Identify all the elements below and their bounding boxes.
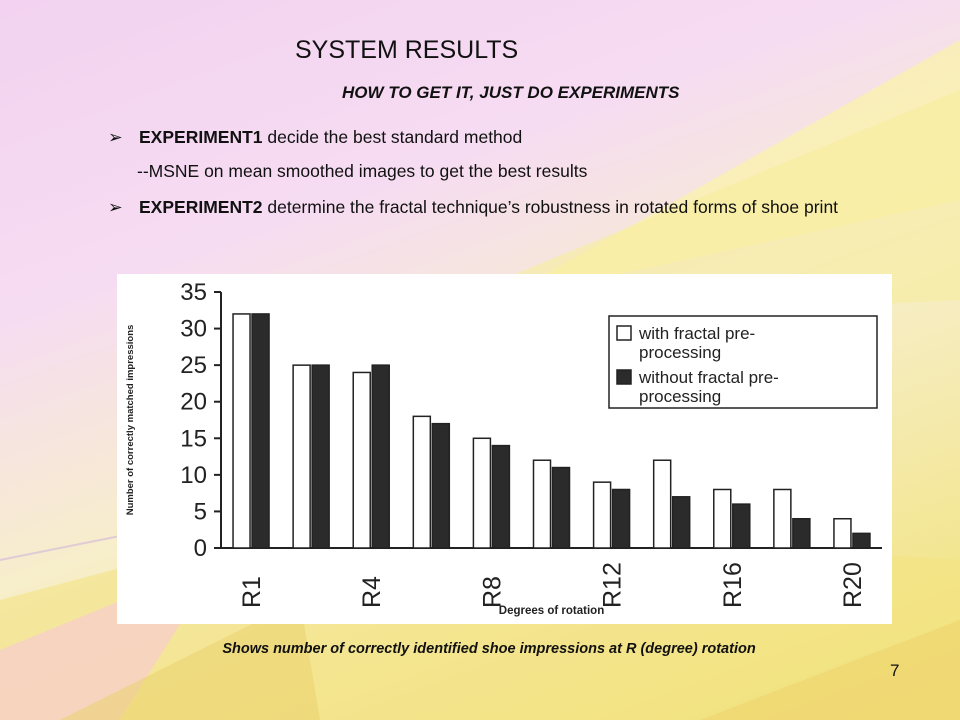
bar-without-fractal	[792, 517, 811, 549]
bar-chart: 0 5 10 15 20 25 30 35 Number of correctly matche…	[125, 279, 882, 617]
bar-with-fractal	[532, 459, 552, 549]
legend-swatch-with-fractal	[616, 325, 632, 341]
bar-with-fractal	[292, 364, 311, 549]
x-tick-label: R20	[839, 562, 867, 608]
y-tick-label: 25	[180, 352, 207, 379]
bullet-sub-line: --MSNE on mean smoothed images to get th…	[137, 161, 588, 181]
bar-without-fractal	[551, 466, 571, 549]
y-tick-label: 30	[180, 316, 207, 343]
bar-with-fractal	[652, 459, 672, 549]
chart-caption: Shows number of correctly identified sho…	[0, 641, 960, 657]
x-tick-label: R8	[478, 576, 506, 608]
legend-label: processing	[639, 343, 721, 362]
bar-without-fractal	[431, 422, 451, 549]
x-tick-label: R4	[358, 576, 386, 608]
y-tick-label: 0	[194, 535, 207, 562]
x-tick-label: R1	[238, 576, 266, 608]
y-tick-label: 35	[180, 279, 207, 306]
arrow-bullet-icon: ➢	[108, 197, 123, 217]
bar-without-fractal	[311, 364, 330, 549]
legend-swatch-without-fractal	[616, 369, 632, 385]
bar-without-fractal	[251, 313, 270, 549]
legend-box	[608, 315, 878, 409]
legend-label: with fractal pre-	[638, 324, 755, 343]
legend-label: without fractal pre-	[638, 368, 779, 387]
page-number: 7	[890, 661, 900, 680]
caption-text: Shows number of correctly identified sho…	[222, 641, 756, 657]
bar-without-fractal	[732, 503, 751, 549]
bullet-label: EXPERIMENT2	[139, 197, 263, 217]
bar-with-fractal	[773, 488, 792, 549]
bar-with-fractal	[472, 437, 492, 549]
bar-without-fractal	[852, 532, 871, 549]
bullet-text: EXPERIMENT1 decide the best standard met…	[139, 126, 522, 148]
bullet-body: decide the best standard method	[262, 127, 523, 147]
bar-with-fractal	[713, 488, 732, 549]
bar-with-fractal	[833, 517, 852, 549]
bar-with-fractal	[592, 481, 612, 549]
y-axis-title: Number of correctly matched impressions	[125, 325, 136, 516]
arrow-bullet-icon: ➢	[108, 127, 123, 147]
legend-label: processing	[639, 387, 721, 406]
bar-without-fractal	[671, 496, 691, 549]
bar-with-fractal	[352, 371, 371, 549]
x-tick-label: R16	[719, 562, 747, 608]
chart-panel: 0 5 10 15 20 25 30 35 Number of correctly matche…	[117, 274, 892, 624]
bar-with-fractal	[232, 313, 251, 549]
x-tick-label: R12	[599, 562, 627, 608]
y-tick-label: 10	[180, 462, 207, 489]
bar-without-fractal	[491, 444, 511, 549]
y-tick-label: 15	[180, 425, 207, 452]
y-tick-label: 5	[194, 498, 207, 525]
bullet-body: determine the fractal technique’s robust…	[262, 197, 839, 217]
y-tick-label: 20	[180, 389, 207, 416]
bar-with-fractal	[412, 415, 432, 549]
bullet-text: EXPERIMENT2 determine the fractal techni…	[139, 196, 909, 218]
bar-without-fractal	[371, 364, 390, 549]
x-axis-title: Degrees of rotation	[499, 605, 604, 617]
bar-without-fractal	[611, 488, 631, 549]
slide-title: SYSTEM RESULTS	[295, 36, 519, 64]
slide-subtitle: HOW TO GET IT, JUST DO EXPERIMENTS	[342, 83, 680, 102]
bullet-label: EXPERIMENT1	[139, 127, 263, 147]
